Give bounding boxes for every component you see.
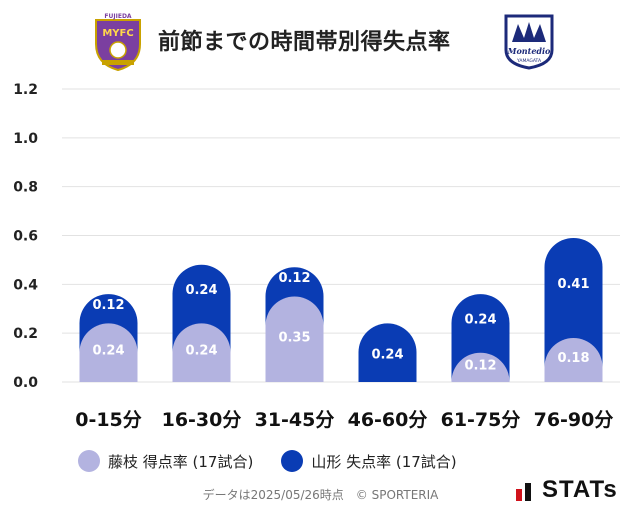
x-tick-label: 16-30分	[162, 409, 242, 431]
data-label-fujieda: 0.35	[278, 330, 310, 345]
legend-item-yamagata: 山形 失点率 (17試合)	[281, 450, 456, 472]
data-label-yamagata: 0.12	[92, 298, 124, 313]
data-label-yamagata: 0.41	[557, 277, 589, 292]
y-tick-label: 0.2	[13, 326, 38, 342]
legend-swatch-fujieda	[78, 450, 100, 472]
legend-label-fujieda: 藤枝 得点率 (17試合)	[108, 451, 253, 472]
stats-brand: STATs	[542, 476, 618, 504]
stats-logo: STATs	[516, 476, 618, 504]
data-label-fujieda: 0.18	[557, 351, 589, 366]
x-tick-label: 61-75分	[441, 409, 521, 431]
bar-chart: 0.0 0.2 0.4 0.6 0.8 1.0 1.2 0.12 0.24 0-15分 0.24 0.…	[0, 0, 641, 445]
x-tick-label: 31-45分	[255, 409, 335, 431]
y-tick-label: 1.2	[13, 82, 38, 98]
legend-swatch-yamagata	[281, 450, 303, 472]
legend-label-yamagata: 山形 失点率 (17試合)	[311, 451, 456, 472]
y-tick-label: 0.8	[13, 180, 38, 196]
legend: 藤枝 得点率 (17試合) 山形 失点率 (17試合)	[78, 450, 485, 472]
y-tick-label: 0.4	[13, 277, 38, 293]
x-tick-label: 0-15分	[75, 409, 142, 431]
data-label-yamagata: 0.24	[185, 283, 217, 298]
y-tick-label: 1.0	[13, 131, 38, 147]
data-label-yamagata: 0.24	[371, 348, 403, 363]
y-tick-label: 0.0	[13, 375, 38, 391]
legend-item-fujieda: 藤枝 得点率 (17試合)	[78, 450, 253, 472]
x-tick-label: 76-90分	[534, 409, 614, 431]
data-label-fujieda: 0.12	[464, 358, 496, 373]
data-label-yamagata: 0.12	[278, 271, 310, 286]
data-label-yamagata: 0.24	[464, 312, 496, 327]
y-tick-label: 0.6	[13, 229, 38, 245]
data-label-fujieda: 0.24	[92, 344, 124, 359]
stats-bars-icon	[516, 479, 542, 501]
data-label-fujieda: 0.24	[185, 344, 217, 359]
x-tick-label: 46-60分	[348, 409, 428, 431]
